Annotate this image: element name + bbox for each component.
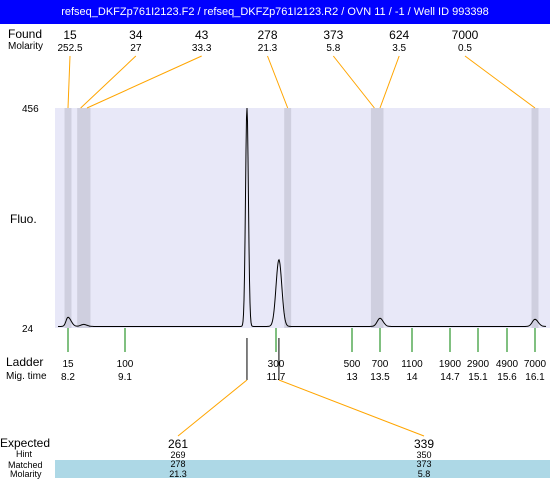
found-leader-line <box>67 55 71 109</box>
matched-molarity-value: 5.8 <box>418 469 431 479</box>
found-size-label: 15 <box>63 28 77 42</box>
found-molarity-label: 33.3 <box>192 43 212 54</box>
matched-value: 278 <box>170 459 185 469</box>
ladder-time-label: 15.1 <box>468 372 488 383</box>
found-peak-band <box>284 108 292 328</box>
found-size-label: 373 <box>323 28 343 42</box>
ladder-size-label: 1900 <box>439 359 462 370</box>
ladder-size-label: 2900 <box>467 359 490 370</box>
hint-value: 350 <box>416 450 431 460</box>
ladder-size-label: 15 <box>62 359 74 370</box>
found-peak-band <box>77 108 85 328</box>
ladder-size-label: 500 <box>344 359 361 370</box>
ladder-size-label: 4900 <box>496 359 519 370</box>
found-peak-band <box>531 108 539 328</box>
ladder-time-label: 14.7 <box>440 372 460 383</box>
found-peak-band <box>370 108 378 328</box>
window-title: refseq_DKFZp761I2123.F2 / refseq_DKFZp76… <box>0 0 550 24</box>
hint-value: 269 <box>170 450 185 460</box>
hint-label: Hint <box>16 449 33 459</box>
found-size-label: 7000 <box>452 28 479 42</box>
y-tick-label: 24 <box>22 324 34 335</box>
found-molarity-label: 27 <box>130 43 142 54</box>
ladder-time-label: 8.2 <box>61 372 75 383</box>
found-size-label: 34 <box>129 28 143 42</box>
ladder-time-label: 15.6 <box>497 372 517 383</box>
ladder-time-label: 9.1 <box>118 372 132 383</box>
found-peak-band <box>376 108 384 328</box>
ladder-size-label: 7000 <box>524 359 547 370</box>
ladder-size-label: 100 <box>117 359 134 370</box>
molarity-label: Molarity <box>8 41 44 52</box>
matched-value: 373 <box>416 459 431 469</box>
ladder-size-label: 300 <box>268 359 285 370</box>
found-size-label: 624 <box>389 28 409 42</box>
expected-label: Expected <box>0 436 51 450</box>
ladder-time-label: 13.5 <box>370 372 390 383</box>
found-molarity-label: 5.8 <box>326 43 340 54</box>
ladder-time-label: 13 <box>346 372 358 383</box>
plot-area <box>55 108 550 328</box>
found-leader-line <box>464 55 536 109</box>
matched-row-highlight <box>55 460 550 469</box>
found-leader-line <box>80 55 137 109</box>
found-molarity-label: 21.3 <box>258 43 278 54</box>
molarity2-label: Molarity <box>10 469 42 479</box>
fluo-axis-label: Fluo. <box>10 212 37 226</box>
found-molarity-label: 3.5 <box>392 43 406 54</box>
ladder-time-label: 14 <box>406 372 418 383</box>
found-peak-band <box>64 108 72 328</box>
found-molarity-label: 0.5 <box>458 43 472 54</box>
ladder-time-label: 11.7 <box>267 372 286 383</box>
found-leader-line <box>267 55 289 109</box>
matched-molarity-value: 21.3 <box>169 469 187 479</box>
found-peak-band <box>83 108 91 328</box>
expected-leader-line <box>177 379 248 437</box>
found-label: Found <box>8 27 43 41</box>
ladder-size-label: 1100 <box>401 359 423 370</box>
found-leader-line <box>86 55 202 109</box>
found-size-label: 278 <box>257 28 277 42</box>
found-leader-line <box>332 55 375 109</box>
expected-leader-line <box>278 379 425 437</box>
ladder-size-label: 700 <box>372 359 389 370</box>
ladder-time-label: 16.1 <box>525 372 545 383</box>
found-molarity-label: 252.5 <box>57 43 82 54</box>
ladder-label: Ladder <box>6 355 44 369</box>
found-leader-line <box>379 55 400 109</box>
expected-size-label: 261 <box>168 437 188 451</box>
expected-size-label: 339 <box>414 437 434 451</box>
molarity-row-highlight <box>55 469 550 478</box>
found-size-label: 43 <box>195 28 209 42</box>
mig-time-label: Mig. time <box>6 371 47 382</box>
matched-label: Matched <box>8 460 43 470</box>
y-tick-label: 456 <box>22 104 39 115</box>
fluorescence-trace <box>58 107 547 327</box>
